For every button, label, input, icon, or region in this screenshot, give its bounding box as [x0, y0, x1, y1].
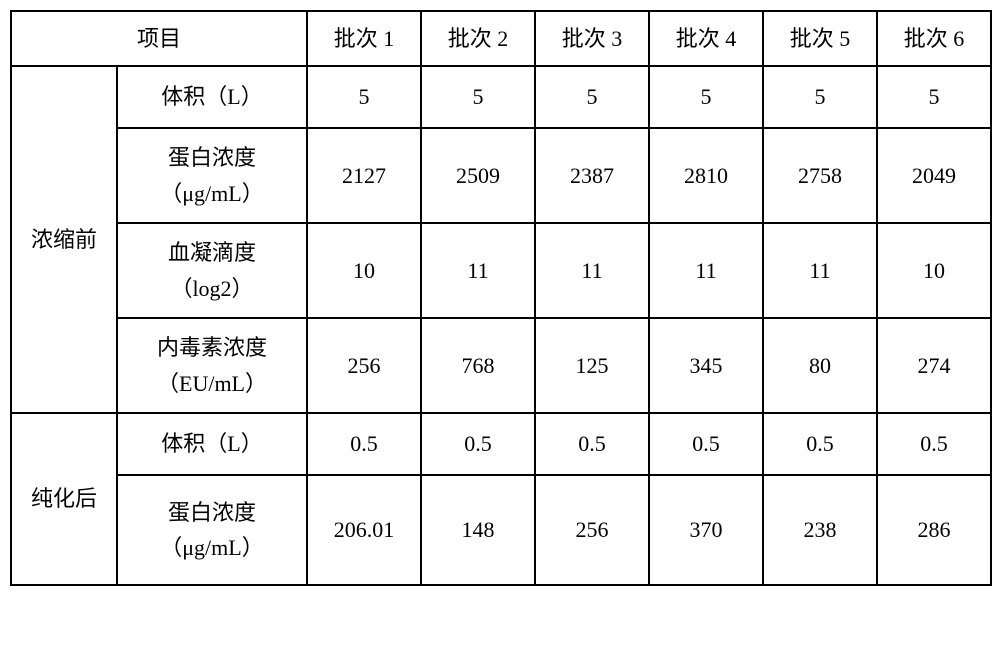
cell-value: 0.5	[307, 413, 421, 475]
row-label-protein-concentration: 蛋白浓度 （μg/mL）	[117, 128, 307, 223]
row-label-volume: 体积（L）	[117, 413, 307, 475]
cell-value: 5	[535, 66, 649, 128]
header-row: 项目 批次 1 批次 2 批次 3 批次 4 批次 5 批次 6	[11, 11, 991, 66]
cell-value: 206.01	[307, 475, 421, 585]
data-table: 项目 批次 1 批次 2 批次 3 批次 4 批次 5 批次 6 浓缩前 体积（…	[10, 10, 992, 586]
cell-value: 11	[649, 223, 763, 318]
header-batch-1: 批次 1	[307, 11, 421, 66]
table-row: 纯化后 体积（L） 0.5 0.5 0.5 0.5 0.5 0.5	[11, 413, 991, 475]
cell-value: 148	[421, 475, 535, 585]
cell-value: 11	[763, 223, 877, 318]
cell-value: 10	[307, 223, 421, 318]
header-batch-3: 批次 3	[535, 11, 649, 66]
table-row: 血凝滴度 （log2） 10 11 11 11 11 10	[11, 223, 991, 318]
table-row: 蛋白浓度 （μg/mL） 206.01 148 256 370 238 286	[11, 475, 991, 585]
header-batch-5: 批次 5	[763, 11, 877, 66]
cell-value: 10	[877, 223, 991, 318]
cell-value: 345	[649, 318, 763, 413]
cell-value: 5	[421, 66, 535, 128]
header-project: 项目	[11, 11, 307, 66]
cell-value: 125	[535, 318, 649, 413]
cell-value: 5	[649, 66, 763, 128]
row-label-protein-concentration: 蛋白浓度 （μg/mL）	[117, 475, 307, 585]
row-label-volume: 体积（L）	[117, 66, 307, 128]
cell-value: 0.5	[535, 413, 649, 475]
table-body: 项目 批次 1 批次 2 批次 3 批次 4 批次 5 批次 6 浓缩前 体积（…	[11, 11, 991, 585]
header-batch-2: 批次 2	[421, 11, 535, 66]
cell-value: 0.5	[649, 413, 763, 475]
cell-value: 2387	[535, 128, 649, 223]
cell-value: 11	[535, 223, 649, 318]
header-batch-6: 批次 6	[877, 11, 991, 66]
cell-value: 274	[877, 318, 991, 413]
cell-value: 11	[421, 223, 535, 318]
cell-value: 286	[877, 475, 991, 585]
table-row: 蛋白浓度 （μg/mL） 2127 2509 2387 2810 2758 20…	[11, 128, 991, 223]
table-row: 内毒素浓度 （EU/mL） 256 768 125 345 80 274	[11, 318, 991, 413]
cell-value: 0.5	[421, 413, 535, 475]
cell-value: 5	[877, 66, 991, 128]
cell-value: 2049	[877, 128, 991, 223]
row-label-hemagglutination-titer: 血凝滴度 （log2）	[117, 223, 307, 318]
group-label-before-concentration: 浓缩前	[11, 66, 117, 413]
table-row: 浓缩前 体积（L） 5 5 5 5 5 5	[11, 66, 991, 128]
cell-value: 768	[421, 318, 535, 413]
group-label-after-purification: 纯化后	[11, 413, 117, 585]
cell-value: 80	[763, 318, 877, 413]
cell-value: 2758	[763, 128, 877, 223]
cell-value: 370	[649, 475, 763, 585]
cell-value: 238	[763, 475, 877, 585]
cell-value: 0.5	[877, 413, 991, 475]
cell-value: 2509	[421, 128, 535, 223]
cell-value: 256	[307, 318, 421, 413]
header-batch-4: 批次 4	[649, 11, 763, 66]
cell-value: 256	[535, 475, 649, 585]
cell-value: 2810	[649, 128, 763, 223]
cell-value: 2127	[307, 128, 421, 223]
cell-value: 0.5	[763, 413, 877, 475]
row-label-endotoxin-concentration: 内毒素浓度 （EU/mL）	[117, 318, 307, 413]
cell-value: 5	[763, 66, 877, 128]
cell-value: 5	[307, 66, 421, 128]
